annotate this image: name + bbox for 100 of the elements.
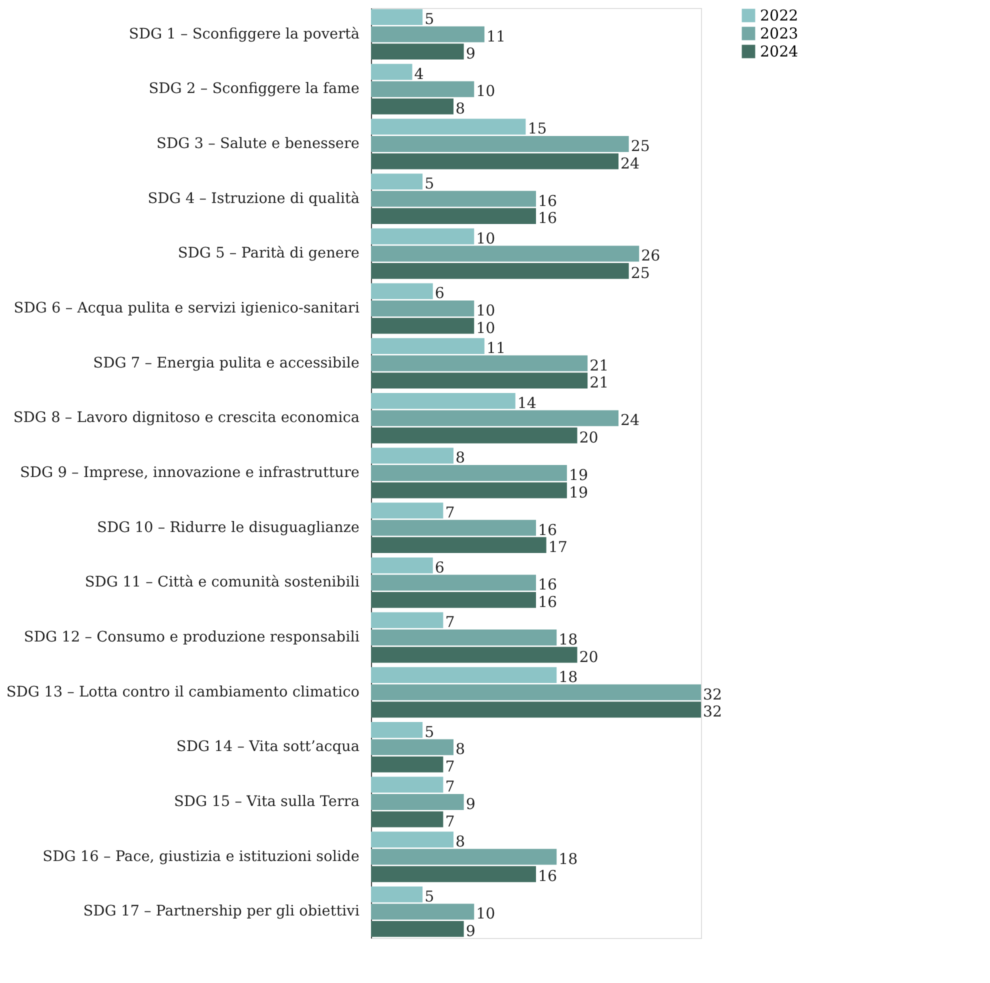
data-label: 19 — [568, 483, 588, 502]
bar — [371, 630, 557, 646]
bar — [371, 465, 567, 481]
data-label: 24 — [620, 154, 640, 172]
y-tick-label: SDG 17 – Partnership per gli obiettivi — [83, 904, 360, 920]
data-label: 6 — [434, 558, 444, 576]
data-label: 5 — [424, 722, 434, 741]
legend-label: 2022 — [760, 6, 798, 24]
bar — [371, 684, 701, 700]
data-label: 10 — [476, 318, 496, 337]
data-label: 18 — [558, 668, 578, 686]
data-label: 10 — [476, 301, 496, 320]
data-label: 16 — [538, 520, 558, 539]
bar — [371, 246, 640, 262]
bar — [371, 448, 454, 464]
y-tick-label: SDG 8 – Lavoro dignitoso e crescita economica — [13, 410, 360, 426]
data-label: 8 — [456, 740, 466, 758]
bar — [371, 153, 618, 170]
data-label: 24 — [620, 411, 640, 430]
bar — [371, 722, 423, 738]
data-label: 20 — [579, 428, 598, 446]
data-label: 26 — [641, 246, 660, 265]
data-label: 11 — [486, 27, 506, 46]
bar — [371, 612, 444, 628]
bar — [371, 557, 433, 574]
bar — [371, 300, 474, 316]
bar — [371, 592, 536, 608]
y-tick-label: SDG 11 – Città e comunità sostenibili — [84, 574, 360, 591]
data-label: 4 — [414, 64, 424, 83]
bar — [371, 427, 578, 444]
y-tick-label: SDG 6 – Acqua pulita e servizi igienico-sanitari — [14, 300, 360, 316]
data-label: 21 — [590, 374, 609, 392]
bar — [371, 118, 526, 135]
data-label: 8 — [456, 832, 466, 851]
data-label: 9 — [466, 922, 476, 940]
data-label: 9 — [466, 44, 476, 63]
legend-label: 2024 — [760, 42, 798, 60]
bar — [371, 832, 454, 848]
bar — [371, 756, 444, 772]
y-tick-label: SDG 10 – Ridurre le disuguaglianze — [97, 520, 360, 536]
bar — [371, 848, 557, 865]
bar — [371, 26, 484, 42]
bar — [371, 410, 618, 426]
bar — [371, 9, 423, 25]
data-label: 25 — [630, 136, 650, 155]
y-tick-label: SDG 13 – Lotta contro il cambiamento climatico — [6, 684, 360, 700]
data-label: 10 — [476, 904, 496, 923]
bar — [371, 702, 701, 718]
data-label: 32 — [703, 685, 722, 704]
bar — [371, 372, 588, 389]
bar — [371, 574, 536, 591]
data-label: 16 — [538, 592, 558, 611]
bar — [371, 739, 454, 756]
bar — [371, 338, 484, 354]
data-label: 17 — [548, 538, 568, 556]
bar — [371, 794, 464, 810]
bar — [371, 866, 536, 882]
legend-label: 2023 — [760, 24, 798, 42]
bar — [371, 228, 474, 244]
bar — [371, 318, 474, 334]
y-tick-label: SDG 1 – Sconfiggere la povertà — [128, 26, 360, 42]
data-label: 8 — [456, 448, 466, 467]
bar — [371, 174, 423, 190]
bar — [371, 262, 629, 279]
data-label: 15 — [528, 120, 547, 138]
bar — [371, 646, 578, 663]
data-label: 14 — [517, 394, 536, 412]
data-label: 8 — [456, 99, 466, 118]
bar — [371, 921, 464, 937]
data-label: 32 — [703, 702, 722, 721]
data-label: 16 — [538, 867, 558, 886]
data-label: 5 — [424, 10, 434, 28]
bar — [371, 776, 444, 793]
data-label: 7 — [445, 613, 455, 632]
data-label: 7 — [445, 778, 455, 796]
data-label: 5 — [424, 887, 434, 906]
bar — [371, 667, 557, 684]
bar — [371, 190, 536, 207]
bar — [371, 392, 516, 409]
bar — [371, 502, 444, 519]
y-tick-label: SDG 7 – Energia pulita e accessibile — [93, 355, 360, 372]
y-tick-label: SDG 15 – Vita sulla Terra — [174, 794, 360, 810]
bar — [371, 44, 464, 60]
bar — [371, 208, 536, 224]
bar — [371, 482, 567, 498]
y-tick-label: SDG 2 – Sconfiggere la fame — [148, 81, 360, 98]
data-label: 7 — [445, 812, 455, 830]
data-label: 25 — [630, 264, 650, 282]
y-tick-label: SDG 4 – Istruzione di qualità — [148, 190, 360, 207]
data-label: 18 — [558, 850, 578, 868]
data-label: 16 — [538, 192, 558, 210]
y-tick-label: SDG 12 – Consumo e produzione responsabili — [24, 630, 360, 646]
bar — [371, 355, 588, 372]
y-tick-label: SDG 14 – Vita sott’acqua — [176, 739, 360, 756]
y-tick-label: SDG 3 – Salute e benessere — [156, 136, 360, 152]
data-label: 7 — [445, 757, 455, 776]
bar — [371, 98, 454, 114]
data-label: 20 — [579, 648, 598, 666]
bar — [371, 81, 474, 98]
bar — [371, 537, 546, 554]
